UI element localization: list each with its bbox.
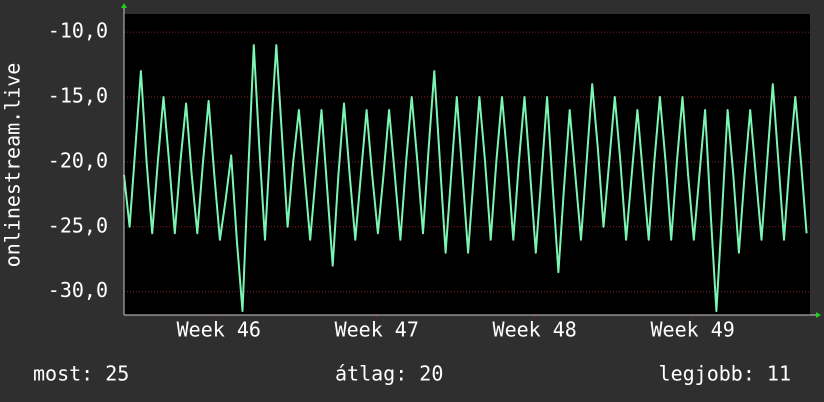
y-tick-label: -25,0 [48,213,108,237]
x-tick-label: Week 49 [651,318,735,342]
footer-average: átlag: 20 [335,362,443,386]
data-line [123,44,808,313]
x-tick-label: Week 46 [177,318,261,342]
footer-best: legjobb: 11 [659,362,791,386]
footer-current: most: 25 [33,362,129,386]
y-tick-label: -10,0 [48,19,108,43]
y-tick-label: -30,0 [48,278,108,302]
y-tick-label: -15,0 [48,84,108,108]
y-axis-arrow [121,3,127,8]
y-tick-label: -20,0 [48,148,108,172]
y-axis-label: onlinestream.live [1,63,25,268]
x-tick-label: Week 47 [335,318,419,342]
x-axis-arrow [816,312,821,318]
x-tick-label: Week 48 [493,318,577,342]
